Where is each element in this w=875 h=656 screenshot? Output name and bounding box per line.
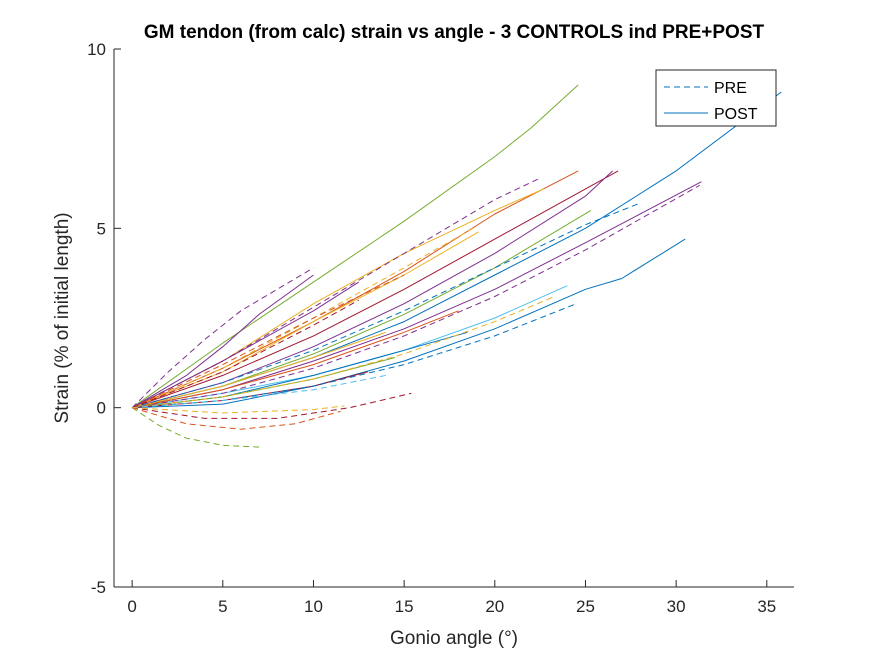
x-tick-label: 15	[395, 597, 414, 616]
y-tick-label: 10	[87, 40, 106, 59]
x-tick-label: 20	[485, 597, 504, 616]
ticks-layer: 0 5 10 15 20 25 30 35 -5 0 5 10	[87, 40, 776, 616]
pre-series-line-28	[131, 407, 341, 430]
x-tick-label: 35	[757, 597, 776, 616]
x-tick-label: 30	[667, 597, 686, 616]
y-tick-label: 5	[97, 219, 106, 238]
legend-pre-label: PRE	[714, 80, 747, 97]
y-axis-label: Strain (% of initial length)	[52, 212, 73, 423]
x-tick-label: 25	[576, 597, 595, 616]
post-series-line-2	[132, 238, 686, 409]
legend: PRE POST	[655, 69, 777, 127]
post-series-line-15	[131, 331, 387, 409]
y-tick-label: 0	[97, 399, 106, 418]
pre-series-line-24	[131, 274, 405, 409]
post-series-line-4	[131, 170, 619, 409]
x-tick-label: 0	[127, 597, 136, 616]
pre-series-line-27	[132, 374, 387, 409]
pre-series-line-18	[131, 202, 641, 409]
post-series-line-0	[131, 84, 579, 409]
axes-layer	[113, 49, 794, 588]
series-layer	[131, 84, 782, 448]
chart-title: GM tendon (from calc) strain vs angle - …	[144, 22, 765, 43]
plot-area	[114, 49, 794, 587]
pre-series-line-21	[131, 267, 314, 409]
post-series-line-10	[131, 274, 314, 409]
x-tick-label: 10	[304, 597, 323, 616]
pre-series-line-22	[131, 177, 541, 409]
y-tick-label: -5	[91, 578, 106, 597]
pre-series-line-19	[132, 184, 700, 409]
pre-series-line-29	[131, 407, 260, 448]
pre-series-line-26	[132, 296, 555, 409]
pre-series-line-31	[132, 405, 345, 414]
legend-post-label: POST	[714, 106, 758, 123]
legend-box	[655, 69, 777, 127]
pre-series-line-25	[131, 299, 360, 409]
x-tick-label: 5	[218, 597, 227, 616]
pre-series-line-30	[132, 392, 412, 419]
post-series-line-13	[132, 310, 459, 409]
x-axis-label: Gonio angle (°)	[390, 628, 518, 649]
